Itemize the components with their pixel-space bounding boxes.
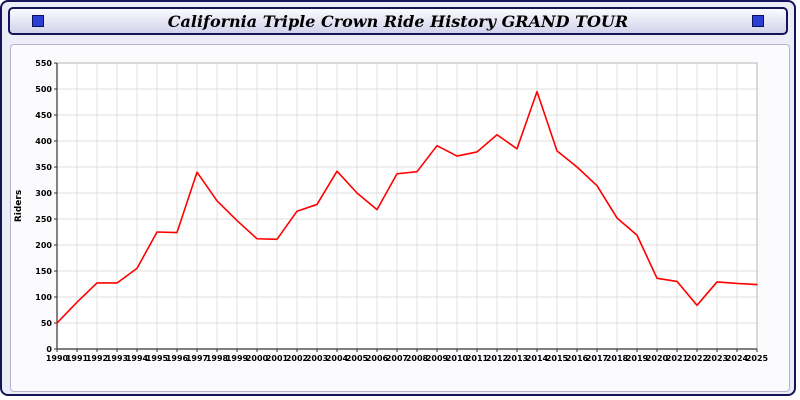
x-tick-label: 2025	[746, 354, 769, 363]
x-tick-label: 2013	[506, 354, 528, 363]
x-tick-label: 2009	[426, 354, 449, 363]
y-tick-label: 250	[35, 215, 52, 224]
x-tick-label: 1996	[166, 354, 189, 363]
chart-title-bar: California Triple Crown Ride History GRA…	[8, 7, 788, 35]
x-tick-label: 2002	[286, 354, 308, 363]
page-title: California Triple Crown Ride History GRA…	[167, 11, 629, 31]
y-tick-label: 0	[46, 345, 52, 354]
x-tick-label: 2001	[266, 354, 289, 363]
x-tick-label: 2016	[566, 354, 589, 363]
x-tick-label: 2005	[346, 354, 369, 363]
x-tick-label: 2023	[706, 354, 728, 363]
x-tick-label: 1997	[186, 354, 208, 363]
x-tick-label: 2017	[586, 354, 608, 363]
header-left-square-icon	[32, 15, 44, 27]
header-right-square-icon	[752, 15, 764, 27]
x-tick-label: 2000	[246, 354, 269, 363]
x-tick-label: 2024	[726, 354, 749, 363]
y-tick-label: 200	[35, 241, 52, 250]
y-tick-label: 350	[35, 163, 52, 172]
y-tick-label: 300	[35, 189, 52, 198]
x-tick-label: 1993	[106, 354, 128, 363]
x-tick-label: 2021	[666, 354, 689, 363]
y-tick-label: 450	[35, 111, 52, 120]
x-tick-label: 2015	[546, 354, 569, 363]
x-tick-label: 1992	[86, 354, 108, 363]
x-tick-label: 2011	[466, 354, 489, 363]
y-tick-label: 550	[35, 59, 52, 68]
y-axis-label: Riders	[14, 190, 24, 222]
x-tick-label: 2014	[526, 354, 549, 363]
x-tick-label: 1999	[226, 354, 249, 363]
x-tick-label: 1995	[146, 354, 169, 363]
y-tick-label: 50	[41, 319, 53, 328]
x-tick-label: 1994	[126, 354, 149, 363]
y-tick-label: 500	[35, 85, 52, 94]
x-tick-label: 2019	[626, 354, 649, 363]
y-tick-label: 150	[35, 267, 52, 276]
x-tick-label: 2004	[326, 354, 349, 363]
x-tick-label: 1990	[46, 354, 69, 363]
x-tick-label: 2006	[366, 354, 389, 363]
x-tick-label: 2018	[606, 354, 629, 363]
x-tick-label: 2012	[486, 354, 508, 363]
x-tick-label: 1998	[206, 354, 229, 363]
x-tick-label: 2007	[386, 354, 408, 363]
chart-panel: 1990 1991 1992 1993 1994 1995 1996 1997 1998 1999…	[10, 44, 790, 392]
x-tick-label: 2003	[306, 354, 328, 363]
x-tick-label: 2010	[446, 354, 469, 363]
x-tick-label: 2022	[686, 354, 708, 363]
data-line-riders	[56, 90, 758, 324]
x-tick-label: 2008	[406, 354, 429, 363]
plot-area	[57, 63, 757, 349]
y-tick-label: 100	[35, 293, 52, 302]
chart-svg: 1990199119921993199419951996199719981999…	[14, 59, 769, 363]
x-tick-label: 1991	[66, 354, 89, 363]
x-tick-label: 2020	[646, 354, 669, 363]
y-tick-label: 400	[35, 137, 52, 146]
